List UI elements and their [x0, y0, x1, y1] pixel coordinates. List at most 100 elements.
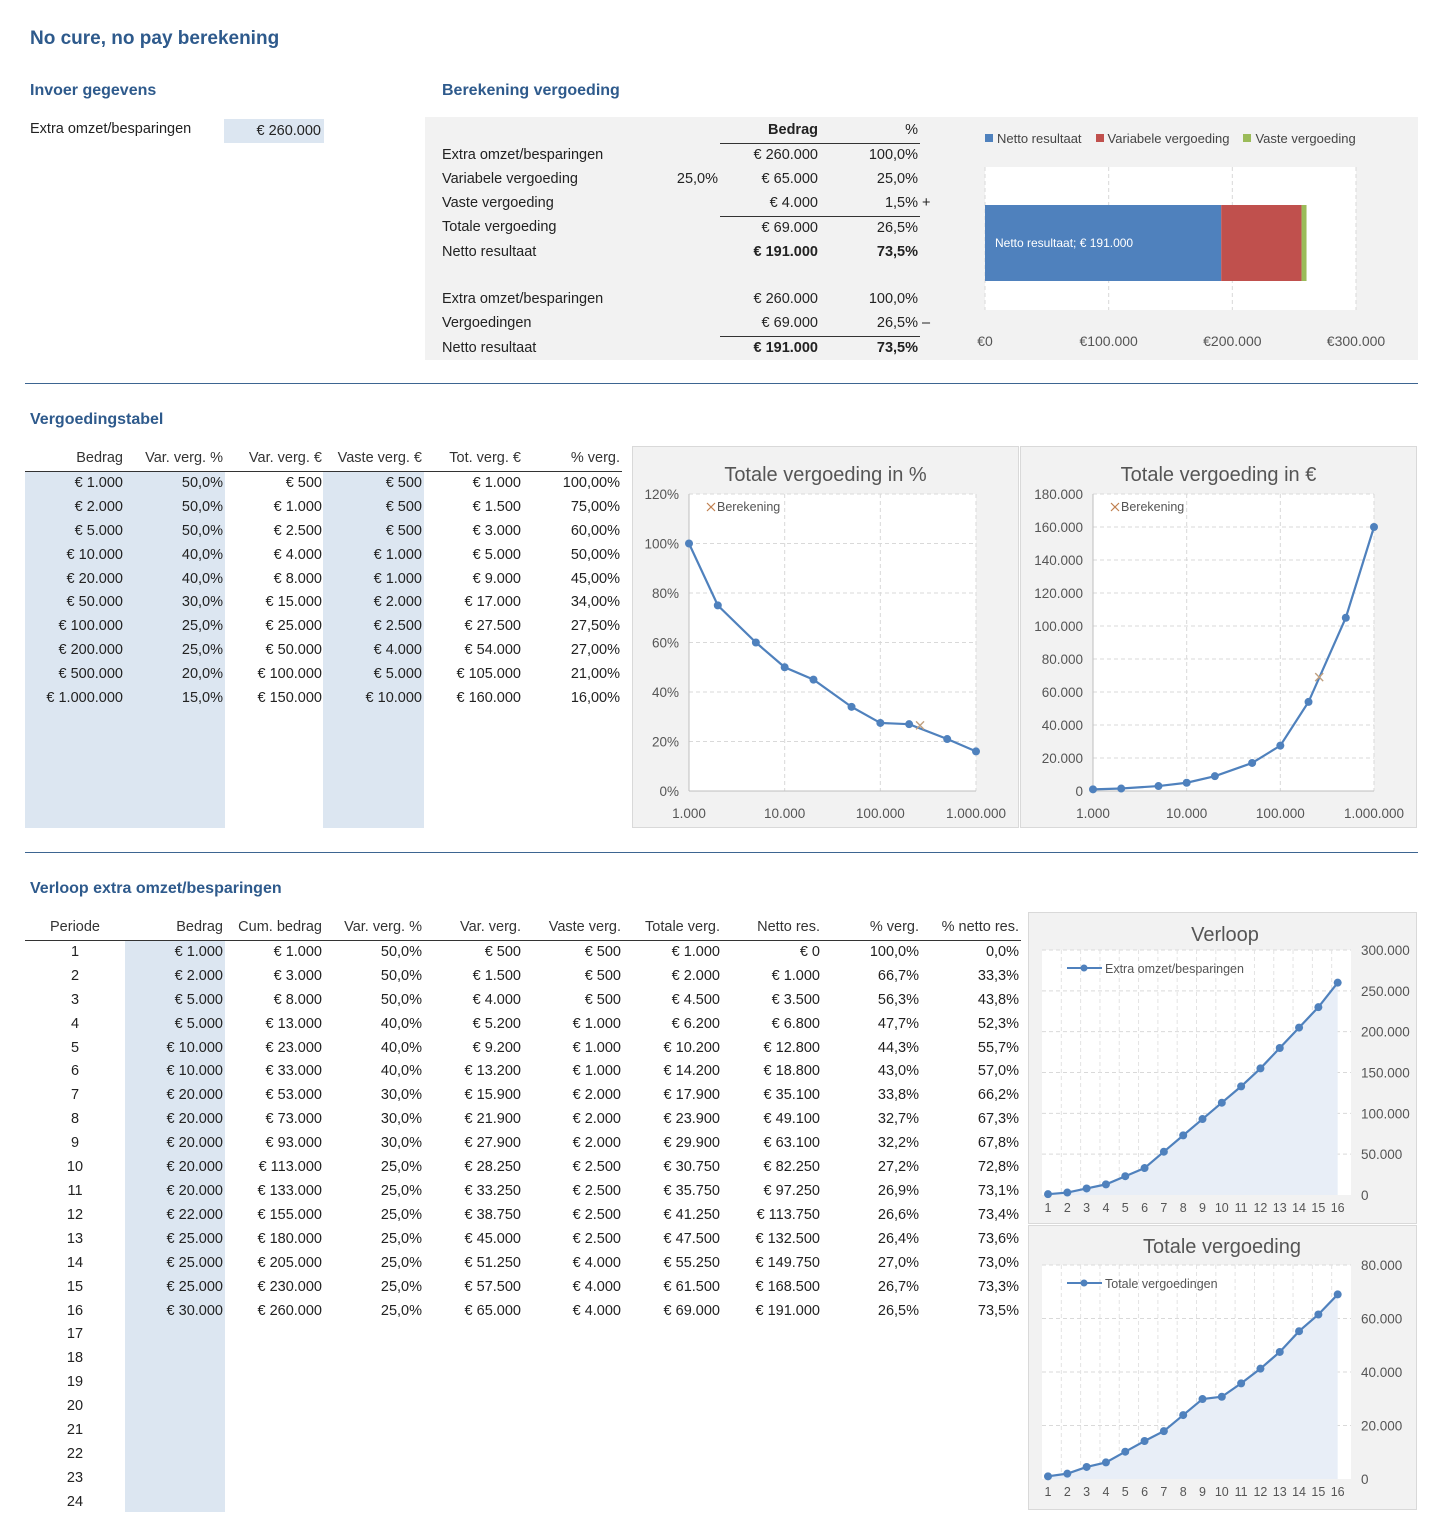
table-cell: 43,0% — [877, 1063, 919, 1080]
chart-title: Verloop — [1191, 924, 1259, 946]
bar-data-label: Netto resultaat; € 191.000 — [995, 236, 1133, 250]
table-cell: 16 — [66, 1302, 84, 1319]
calc-rate — [670, 312, 720, 336]
x-tick-label: 14 — [1292, 1485, 1306, 1499]
table-row: € 5.000 50,0% € 2.500 € 500 € 3.000 60,00% — [25, 520, 622, 544]
y-tick-label: 180.000 — [1034, 487, 1083, 502]
data-point — [1295, 1327, 1304, 1336]
table-cell: 9 — [70, 1135, 80, 1152]
table-cell — [722, 1395, 822, 1419]
x-tick-label: 14 — [1292, 1201, 1306, 1215]
table-cell: € 5.000 — [74, 522, 123, 539]
table-cell: 50,0% — [380, 967, 422, 984]
table-cell: € 500 — [385, 498, 422, 515]
chart-verloop-panel[interactable]: Verloop 0 50.000 100.000 150.000 200.000 250.0… — [1028, 912, 1417, 1224]
data-point — [1140, 1164, 1149, 1173]
x-tick-label: 2 — [1064, 1485, 1071, 1499]
table-cell: € 14.200 — [663, 1063, 720, 1080]
series-area — [1048, 982, 1338, 1195]
data-point — [1333, 978, 1342, 987]
chart-totaal-panel[interactable]: Totale vergoeding 0 20.000 40.000 60.000 80.0… — [1028, 1225, 1417, 1510]
table-cell: 100,00% — [562, 474, 620, 491]
table-cell — [523, 1443, 623, 1467]
table-cell — [921, 1323, 1021, 1347]
table-cell: € 28.250 — [464, 1159, 521, 1176]
table-cell — [822, 1395, 921, 1419]
table-cell: € 1.000 — [373, 546, 422, 563]
table-cell: 52,3% — [977, 1015, 1019, 1032]
table-cell: 30,0% — [181, 594, 223, 611]
table-cell: € 500 — [584, 967, 621, 984]
table-cell: € 1.000 — [472, 474, 521, 491]
table-row: 9 € 20.000 € 93.000 30,0% € 27.900 € 2.000 € 2… — [25, 1132, 1021, 1156]
table-cell — [623, 1395, 722, 1419]
x-tick-label: 13 — [1273, 1201, 1287, 1215]
table-cell: 25,0% — [380, 1159, 422, 1176]
y-tick-label: 100% — [644, 537, 679, 552]
table-cell — [822, 1467, 921, 1491]
table-cell: 22 — [66, 1445, 84, 1462]
table-cell: 25,0% — [380, 1206, 422, 1223]
x-tick-label: 4 — [1102, 1201, 1109, 1215]
verloop-col-header: Vaste verg. — [523, 916, 623, 941]
bar-tick-label: €200.000 — [1203, 333, 1262, 349]
table-cell: 27,2% — [877, 1159, 919, 1176]
x-tick-label: 6 — [1141, 1201, 1148, 1215]
table-cell: € 63.100 — [763, 1135, 820, 1152]
y-tick-label: 150.000 — [1361, 1066, 1410, 1081]
table-cell: 7 — [70, 1087, 80, 1104]
table-cell: € 5.000 — [174, 991, 223, 1008]
data-point — [1159, 1427, 1168, 1436]
bar-tick-label: €300.000 — [1327, 333, 1386, 349]
table-cell — [324, 1443, 424, 1467]
table-cell — [324, 1419, 424, 1443]
table-cell: € 97.250 — [763, 1182, 820, 1199]
calc-heading: Berekening vergoeding — [442, 82, 620, 99]
table-cell — [822, 1371, 921, 1395]
table-cell: 67,8% — [977, 1135, 1019, 1152]
data-point — [1082, 1184, 1091, 1193]
data-point — [1117, 784, 1126, 793]
table-row: 15 € 25.000 € 230.000 25,0% € 57.500 € 4.000 €… — [25, 1276, 1021, 1300]
table-cell: € 2.500 — [273, 522, 322, 539]
table-cell: 26,7% — [877, 1278, 919, 1295]
data-point — [972, 747, 980, 756]
table-cell — [722, 1371, 822, 1395]
y-tick-label: 250.000 — [1361, 984, 1410, 999]
y-tick-label: 0% — [659, 784, 679, 799]
x-tick-label: 10.000 — [764, 806, 805, 821]
data-point — [1121, 1447, 1130, 1456]
chart-eur-panel[interactable]: Totale vergoeding in € 0 20.000 40.000 60.00… — [1020, 446, 1417, 828]
chart-title: Totale vergoeding in % — [724, 464, 927, 486]
table-row: 19 — [25, 1371, 1021, 1395]
table-cell: € 20.000 — [166, 1182, 223, 1199]
table-cell: € 133.000 — [257, 1182, 322, 1199]
table-cell: 17 — [66, 1326, 84, 1343]
table-cell: € 21.900 — [464, 1111, 521, 1128]
table-cell: € 20.000 — [166, 1159, 223, 1176]
table-cell: € 9.000 — [472, 570, 521, 587]
table-row: 3 € 5.000 € 8.000 50,0% € 4.000 € 500 € 4.500 €… — [25, 989, 1021, 1013]
table-cell — [125, 1419, 225, 1443]
table-cell: € 13.000 — [265, 1015, 322, 1032]
y-tick-label: 100.000 — [1034, 619, 1083, 634]
input-value-cell[interactable]: € 260.000 — [224, 119, 324, 143]
calc-amount: € 69.000 — [761, 219, 818, 236]
table-cell: 100,0% — [869, 943, 919, 960]
data-point — [1341, 613, 1350, 622]
table-cell — [822, 1323, 921, 1347]
table-cell: € 2.000 — [572, 1087, 621, 1104]
table-cell — [324, 1467, 424, 1491]
x-tick-label: 10 — [1215, 1201, 1229, 1215]
chart-pct-panel[interactable]: Totale vergoeding in % 0% 20% 40% 60% 80% 100%… — [632, 446, 1019, 828]
table-row: 2 € 2.000 € 3.000 50,0% € 1.500 € 500 € 2.000 €… — [25, 965, 1021, 989]
data-point — [1044, 1190, 1052, 1199]
data-point — [1140, 1437, 1149, 1446]
data-point — [1044, 1472, 1052, 1481]
calc-rate: 25,0% — [676, 170, 718, 187]
table-cell — [424, 1419, 523, 1443]
verg-col-header: Var. verg. % — [125, 447, 225, 472]
table-cell — [523, 1467, 623, 1491]
table-cell — [424, 1395, 523, 1419]
table-cell: 50,00% — [570, 546, 620, 563]
